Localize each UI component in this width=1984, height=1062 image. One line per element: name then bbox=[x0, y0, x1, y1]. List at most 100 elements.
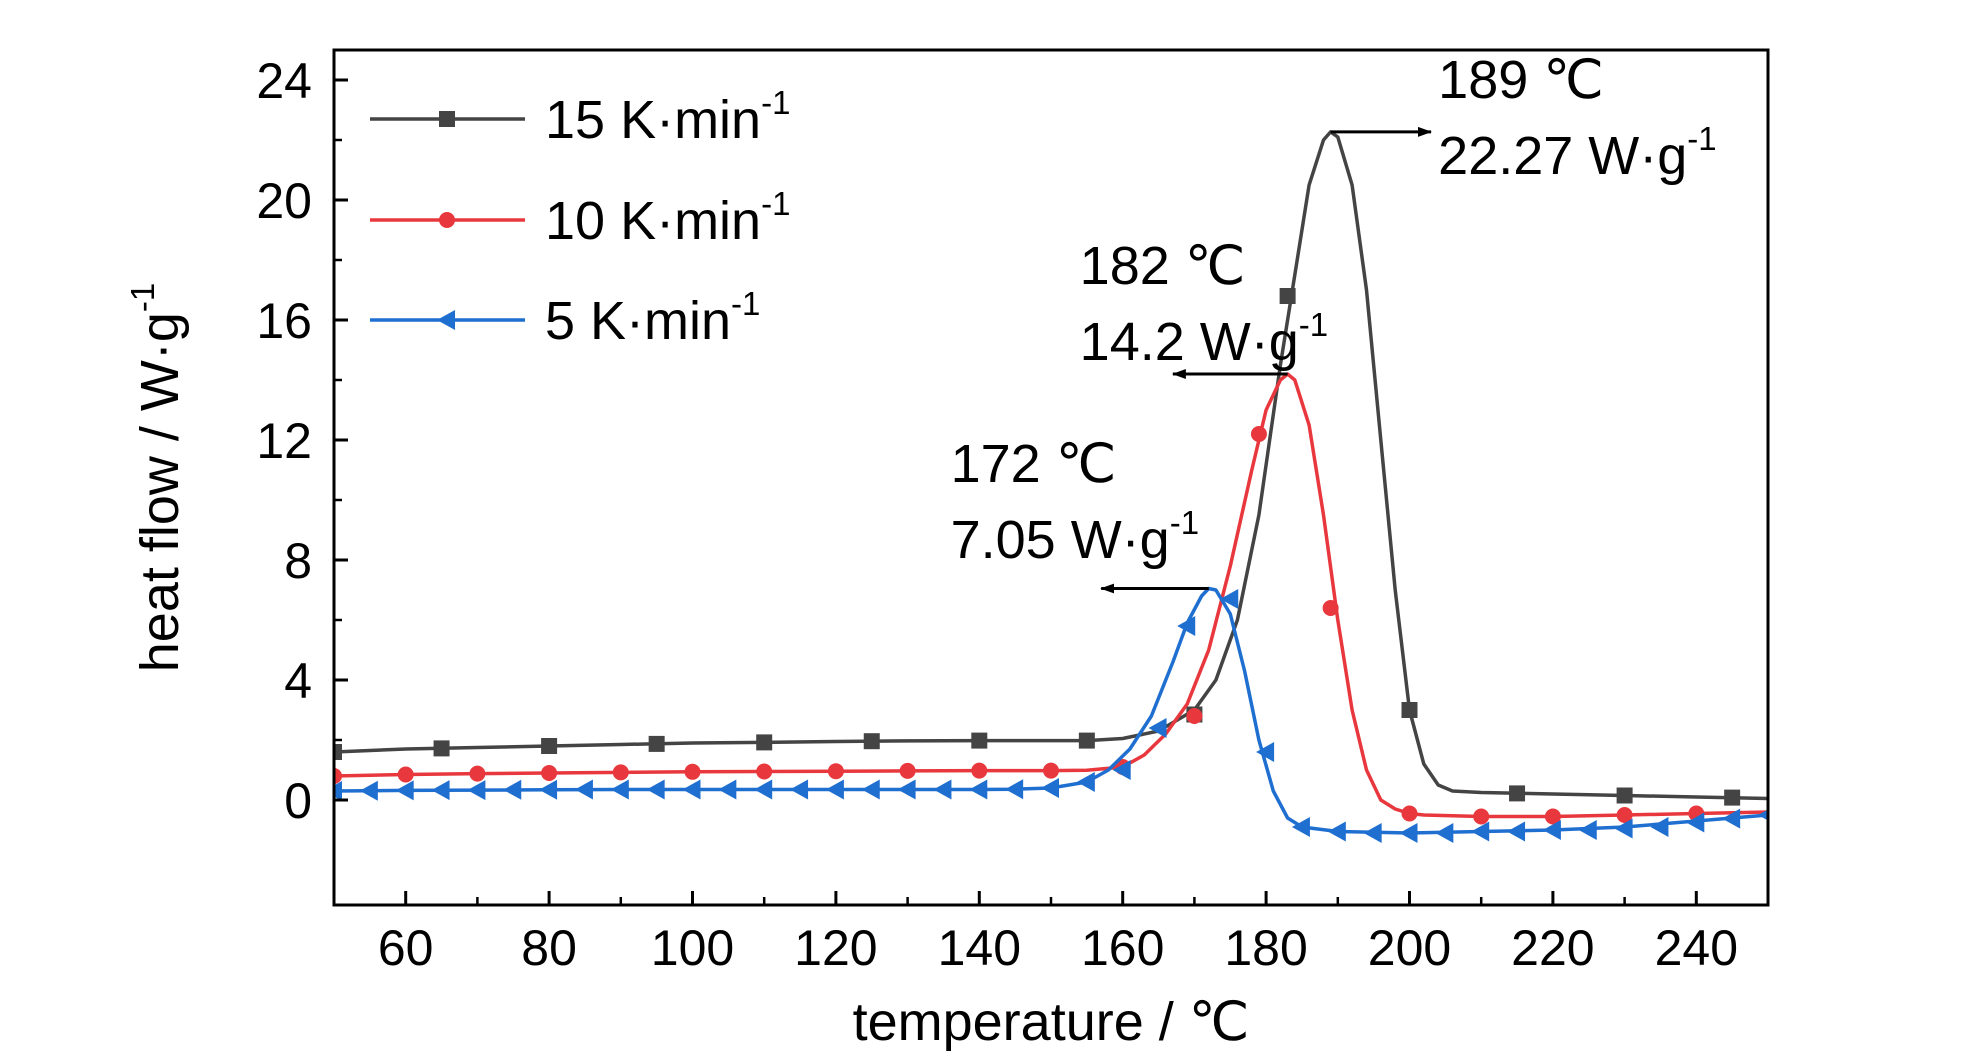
x-axis-title: temperature / ℃ bbox=[853, 992, 1250, 1052]
series-1-point-18 bbox=[1616, 807, 1633, 823]
series-0-point-6 bbox=[971, 732, 988, 749]
x-tick-label-7: 200 bbox=[1368, 920, 1451, 976]
y-tick-label-1: 4 bbox=[284, 653, 312, 709]
y-axis-title: heat flow / W·g-1 bbox=[124, 283, 190, 672]
series-1 bbox=[334, 372, 1768, 825]
series-2-point-3 bbox=[431, 780, 450, 801]
x-tick-label-4: 140 bbox=[938, 920, 1021, 976]
series-1-point-16 bbox=[1473, 808, 1490, 825]
legend-item-0: 15 K·min-1 bbox=[370, 84, 790, 150]
series-0-point-4 bbox=[756, 734, 773, 751]
series-2-point-legend bbox=[437, 310, 455, 330]
y-tick-label-2: 8 bbox=[284, 533, 312, 589]
series-layer bbox=[334, 130, 1768, 843]
series-1-point-0 bbox=[334, 768, 342, 784]
series-1-point-2 bbox=[469, 765, 486, 782]
y-tick-label-3: 12 bbox=[256, 413, 312, 469]
series-2-point-9 bbox=[646, 779, 665, 800]
series-1-point-15 bbox=[1401, 805, 1418, 822]
y-tick-label-6: 24 bbox=[256, 53, 312, 109]
annotation-1-value: 14.2 W·g-1 bbox=[1080, 306, 1328, 372]
legend-label-0: 15 K·min-1 bbox=[545, 84, 790, 150]
series-1-point-12 bbox=[1186, 708, 1203, 724]
annotation-1: 182 ℃ 14.2 W·g-1 bbox=[1080, 236, 1328, 379]
series-2-point-5 bbox=[503, 779, 522, 800]
series-2-point-36 bbox=[1614, 818, 1633, 839]
series-2-point-20 bbox=[1041, 778, 1059, 798]
annotation-0-value-main: 22.27 W·g bbox=[1438, 126, 1687, 186]
x-tick-label-8: 220 bbox=[1511, 920, 1594, 976]
annotation-2-temperature: 172 ℃ bbox=[951, 434, 1117, 494]
series-2-point-21 bbox=[1076, 772, 1095, 792]
x-tick-label-3: 120 bbox=[794, 920, 877, 976]
series-2-point-32 bbox=[1471, 821, 1490, 842]
series-0-point-3 bbox=[648, 735, 665, 752]
series-2-point-34 bbox=[1542, 820, 1561, 840]
series-2-point-24 bbox=[1177, 616, 1196, 636]
series-2-point-28 bbox=[1327, 821, 1346, 842]
series-0-point-2 bbox=[541, 738, 558, 754]
series-1-point-8 bbox=[899, 762, 916, 779]
series-1-point-14 bbox=[1322, 600, 1339, 616]
series-2-point-15 bbox=[861, 779, 880, 800]
series-0-point-13 bbox=[1724, 789, 1741, 806]
series-2-point-11 bbox=[718, 779, 737, 800]
series-1-point-9 bbox=[971, 762, 988, 779]
series-2-point-16 bbox=[897, 779, 916, 800]
legend-label-1: 10 K·min-1 bbox=[545, 185, 790, 251]
series-2-point-22 bbox=[1112, 760, 1131, 780]
series-0-point-11 bbox=[1509, 785, 1526, 802]
series-0-point-12 bbox=[1616, 787, 1633, 804]
legend-item-2: 5 K·min-1 bbox=[370, 285, 760, 351]
series-0-point-0 bbox=[334, 744, 342, 760]
legend-label-2-main: 5 K·min bbox=[545, 291, 731, 351]
series-1-point-17 bbox=[1544, 808, 1561, 825]
annotation-0-value: 22.27 W·g-1 bbox=[1438, 120, 1716, 186]
series-1-point-1 bbox=[397, 766, 414, 783]
series-2-point-19 bbox=[1005, 779, 1024, 800]
series-0-point-10 bbox=[1401, 702, 1418, 718]
x-tick-label-5: 160 bbox=[1081, 920, 1164, 976]
series-2-point-8 bbox=[610, 779, 629, 800]
series-2-point-1 bbox=[359, 780, 378, 801]
series-2-line bbox=[334, 586, 1768, 835]
series-2-point-4 bbox=[467, 780, 486, 801]
annotation-0-temperature: 189 ℃ bbox=[1438, 50, 1604, 110]
series-1-point-4 bbox=[612, 764, 629, 781]
series-2-point-33 bbox=[1507, 821, 1526, 842]
series-2-point-10 bbox=[682, 779, 701, 800]
annotation-1-value-main: 14.2 W·g bbox=[1080, 312, 1299, 372]
series-0-point-9 bbox=[1279, 288, 1296, 304]
series-2-point-17 bbox=[933, 779, 952, 800]
series-2-point-18 bbox=[969, 779, 988, 800]
y-axis-title-group: heat flow / W·g-1 bbox=[124, 283, 190, 672]
annotation-2: 172 ℃ 7.05 W·g-1 bbox=[951, 434, 1209, 594]
series-2-point-2 bbox=[395, 780, 414, 801]
annotation-2-value-superscript: -1 bbox=[1170, 504, 1199, 541]
series-2-point-0 bbox=[334, 781, 342, 801]
x-tick-label-9: 240 bbox=[1655, 920, 1738, 976]
y-tick-label-0: 0 bbox=[284, 773, 312, 829]
y-tick-label-5: 20 bbox=[256, 173, 312, 229]
legend-label-0-main: 15 K·min bbox=[545, 90, 761, 150]
series-0-point-1 bbox=[433, 740, 450, 757]
series-2-point-31 bbox=[1435, 823, 1454, 843]
annotation-1-value-superscript: -1 bbox=[1299, 306, 1328, 343]
x-tick-label-2: 100 bbox=[651, 920, 734, 976]
axes-layer: 60 80 100 120 140 160 180 200 220 240 0 4 8 12 16 20 24 t… bbox=[124, 48, 1770, 1052]
x-tick-label-0: 60 bbox=[378, 920, 434, 976]
series-1-point-3 bbox=[541, 765, 558, 781]
series-2-point-25 bbox=[1220, 589, 1239, 609]
series-0-point-7 bbox=[1078, 732, 1095, 749]
series-0-point-legend bbox=[439, 111, 455, 127]
y-axis-title-main: heat flow / W·g bbox=[130, 312, 190, 672]
series-2-point-14 bbox=[825, 779, 844, 800]
legend-label-2-superscript: -1 bbox=[731, 285, 760, 322]
series-1-point-13 bbox=[1250, 426, 1267, 442]
series-2-point-29 bbox=[1363, 823, 1382, 843]
series-1-point-6 bbox=[756, 763, 773, 780]
series-2-point-39 bbox=[1722, 808, 1741, 829]
series-1-point-7 bbox=[827, 763, 844, 780]
series-2-point-40 bbox=[1758, 809, 1768, 821]
